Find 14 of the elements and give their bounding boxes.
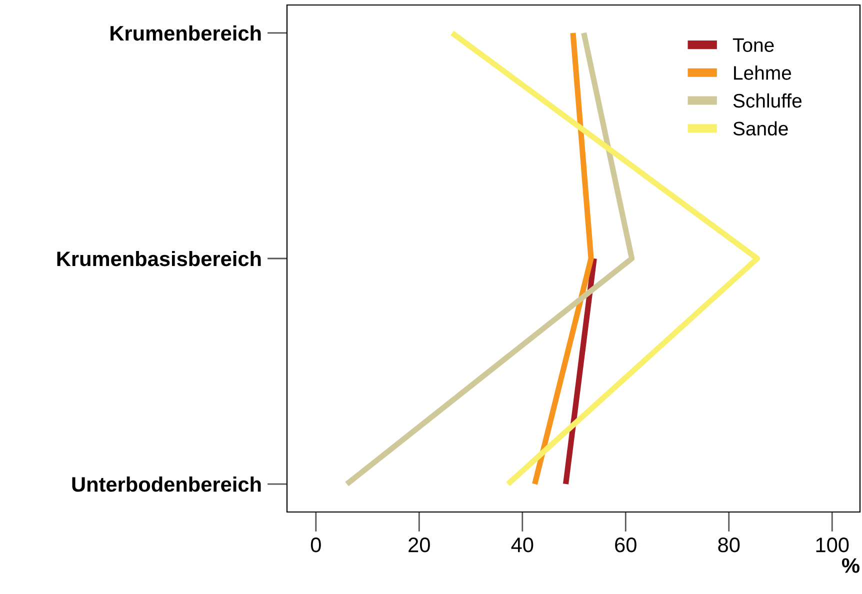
y-tick-label: Unterbodenbereich [72, 476, 261, 492]
legend-label: Schluffe [733, 93, 802, 108]
x-tick-label: 40 [511, 538, 534, 552]
y-tick-label: Krumenbereich [110, 25, 261, 41]
x-tick-label: 100 [816, 538, 849, 552]
x-axis-title: % [842, 558, 860, 573]
legend-label: Lehme [734, 66, 792, 80]
x-tick-label: 80 [718, 538, 740, 552]
legend-label: Tone [732, 38, 774, 52]
x-tick-label: 0 [310, 538, 321, 552]
x-tick-label: 60 [615, 538, 636, 552]
y-tick-label: Krumenbasisbereich [57, 250, 261, 266]
x-tick-label: 20 [408, 538, 430, 552]
legend-label: Sande [733, 121, 788, 136]
